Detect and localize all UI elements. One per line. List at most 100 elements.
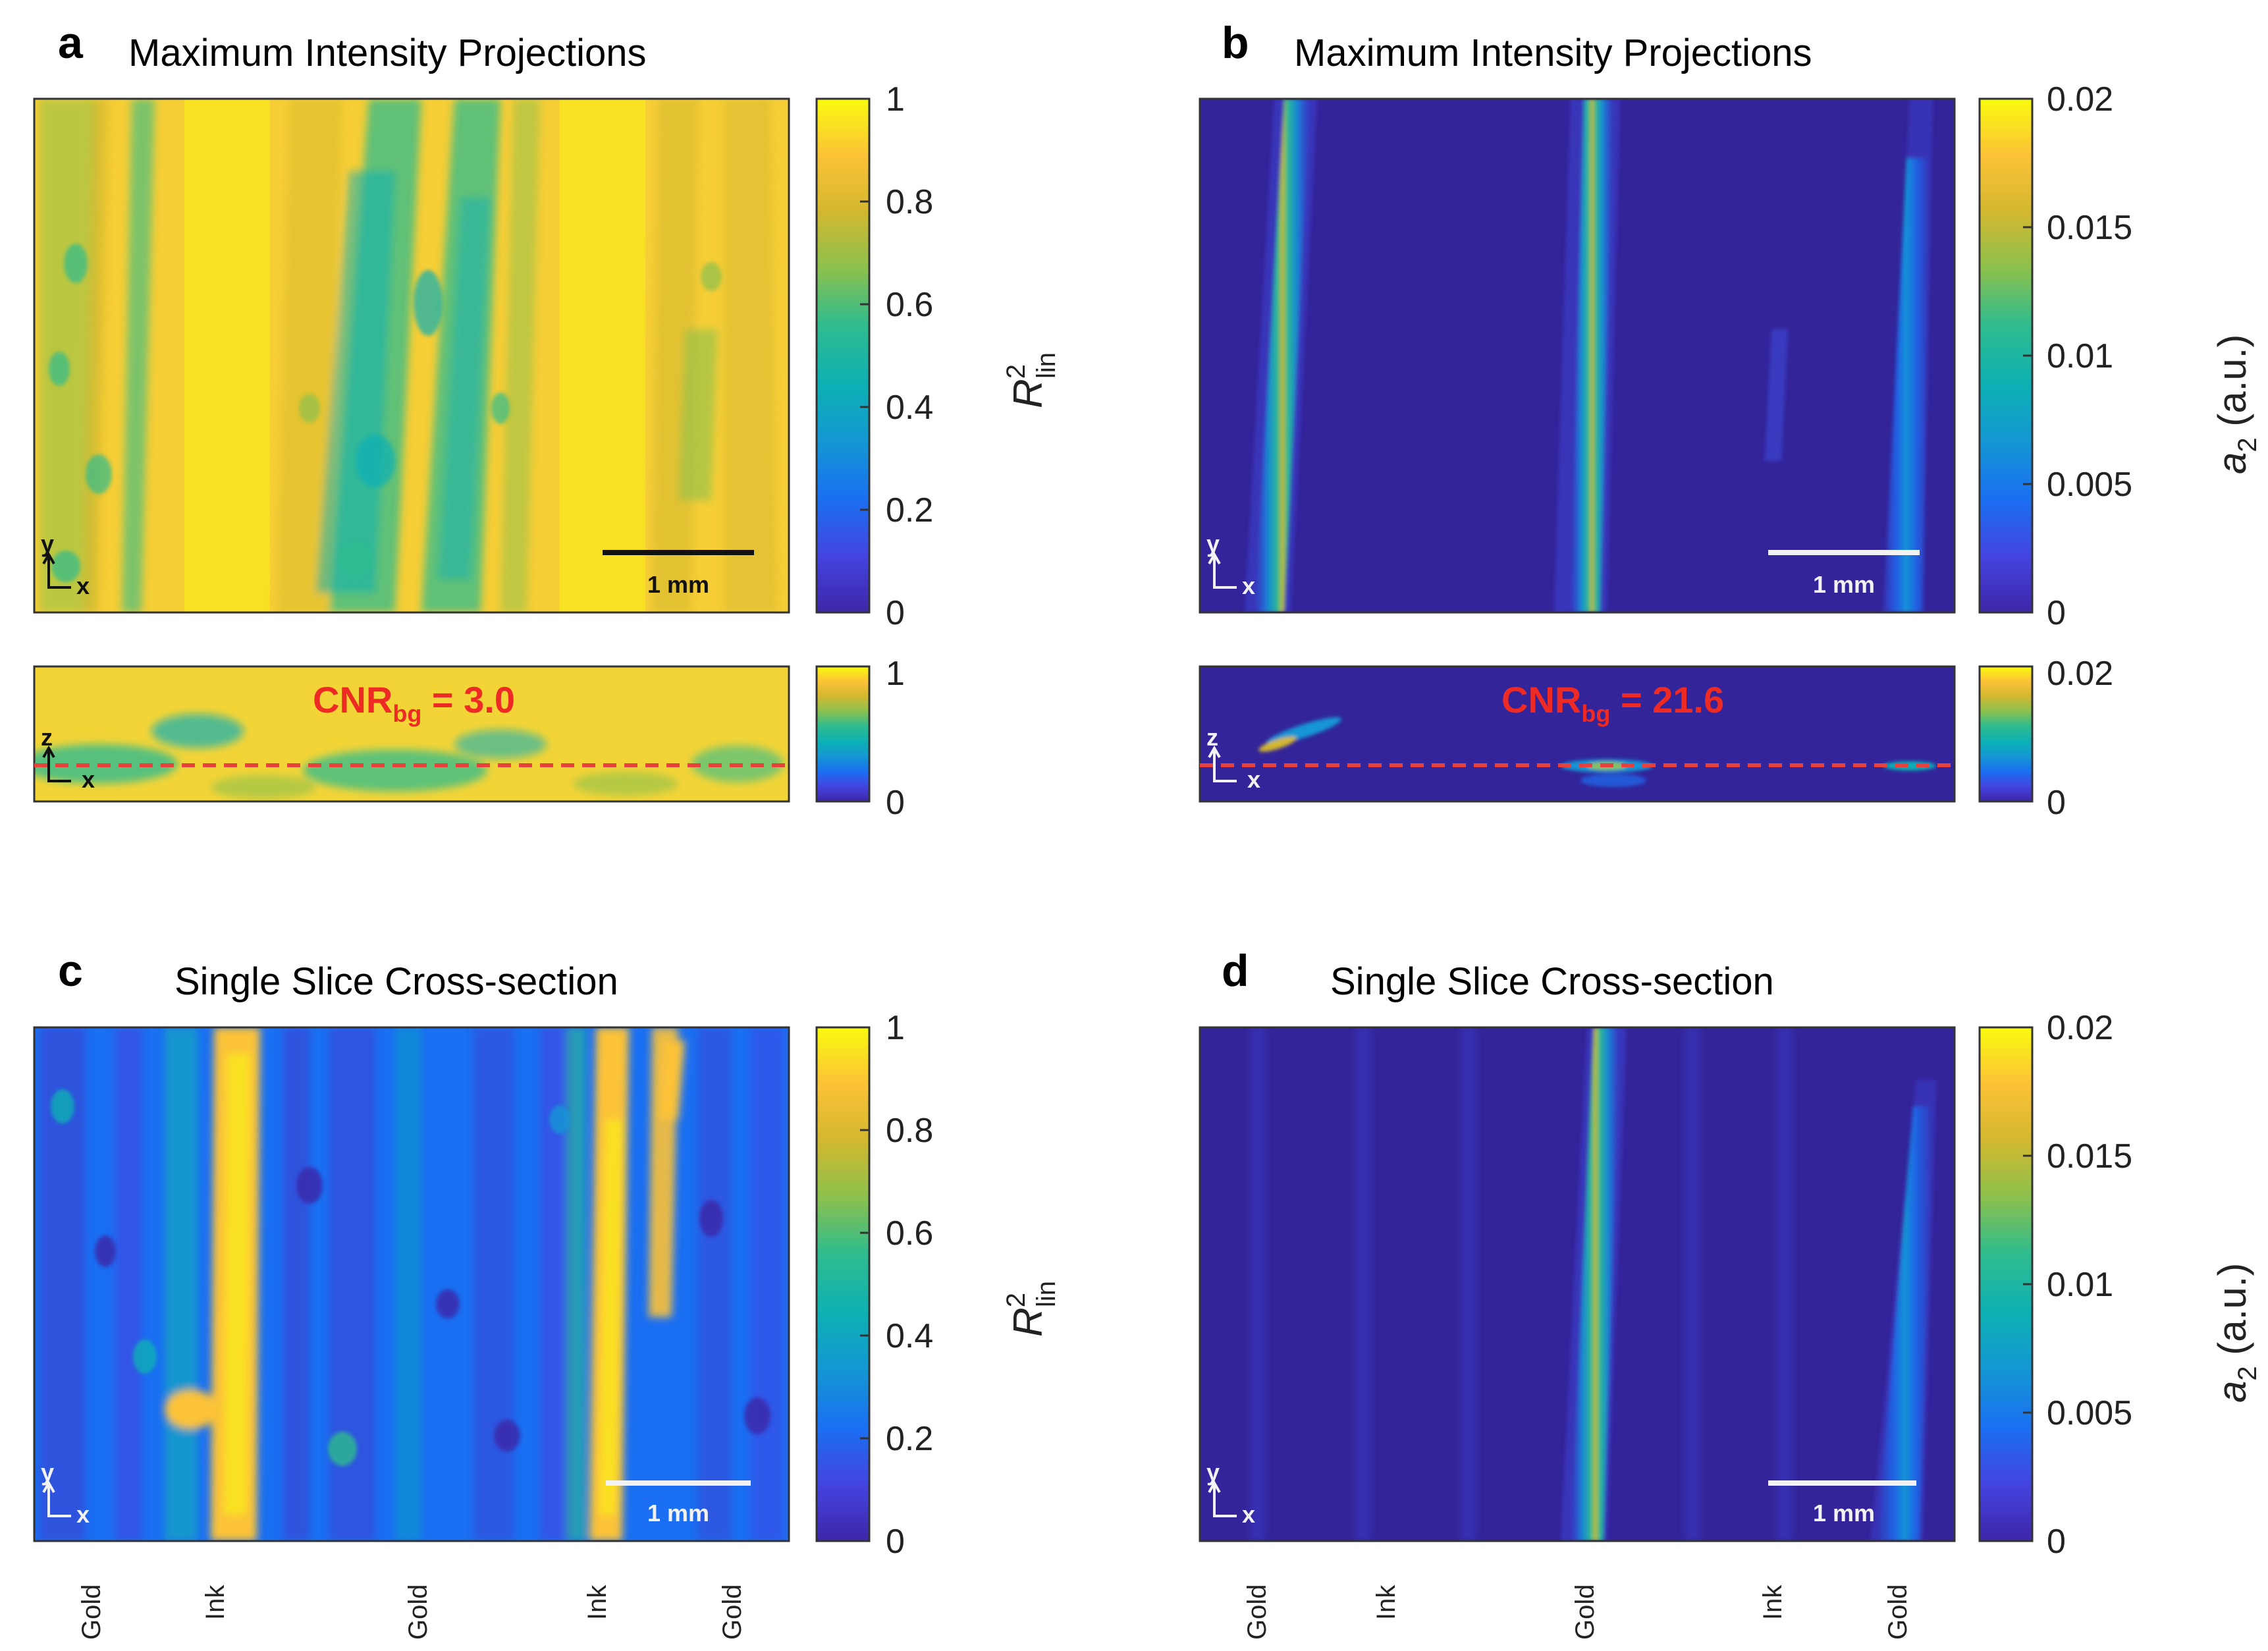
panel-d-colorbar-ticks: 0.02 0.015 0.01 0.005 0 bbox=[2047, 1009, 2132, 1561]
svg-text:0.02: 0.02 bbox=[2047, 80, 2113, 119]
svg-text:y: y bbox=[41, 1459, 54, 1486]
svg-text:x: x bbox=[76, 572, 90, 599]
panel-a-colorbar bbox=[815, 97, 871, 614]
panel-a-colorbar-ticks: 1 0.8 0.6 0.4 0.2 0 bbox=[886, 80, 933, 632]
svg-text:y: y bbox=[1206, 1459, 1220, 1486]
panel-a-xz-tick-top: 1 bbox=[886, 655, 905, 693]
panel-a-xz-axis-indicator: z x bbox=[41, 724, 95, 793]
svg-text:x: x bbox=[76, 1501, 90, 1528]
label-gold: Gold bbox=[718, 1584, 747, 1640]
panel-b-frame bbox=[1199, 97, 1956, 614]
svg-text:0.015: 0.015 bbox=[2047, 209, 2132, 247]
label-gold: Gold bbox=[1571, 1584, 1600, 1640]
panel-c-image bbox=[34, 1027, 789, 1541]
panel-b-colorbar-ticks-lines bbox=[2023, 226, 2032, 485]
panel-b-colorbar-ticks: 0.02 0.015 0.01 0.005 0 bbox=[2047, 80, 2132, 632]
svg-text:x: x bbox=[1242, 1501, 1255, 1528]
svg-text:z: z bbox=[41, 724, 53, 751]
panel-b-xz-tick-bottom: 0 bbox=[2047, 784, 2066, 822]
panel-d-image bbox=[1200, 1027, 1955, 1541]
panel-c-letter: c bbox=[58, 946, 83, 996]
panel-c-colorbar bbox=[815, 1026, 871, 1542]
svg-text:0.8: 0.8 bbox=[886, 1112, 933, 1150]
panel-d-title: Single Slice Cross-section bbox=[1330, 960, 1774, 1003]
panel-b-xz-axis-indicator: z x bbox=[1206, 724, 1260, 793]
svg-text:0.02: 0.02 bbox=[2047, 1009, 2113, 1047]
panel-a-scale-label: 1 mm bbox=[647, 571, 709, 598]
panel-c-title: Single Slice Cross-section bbox=[175, 960, 618, 1003]
panel-a-title: Maximum Intensity Projections bbox=[128, 32, 646, 74]
panel-a-axis-indicator: y x bbox=[41, 530, 90, 599]
panel-d-scale-label: 1 mm bbox=[1813, 1500, 1875, 1527]
panel-b-title: Maximum Intensity Projections bbox=[1294, 32, 1812, 74]
panel-d-letter: d bbox=[1222, 946, 1249, 996]
svg-text:0.005: 0.005 bbox=[2047, 1394, 2132, 1432]
panel-a-colorbar-label: R2lin bbox=[1002, 352, 1061, 408]
svg-text:0: 0 bbox=[886, 594, 905, 632]
svg-text:0.4: 0.4 bbox=[886, 1317, 933, 1355]
svg-text:1: 1 bbox=[886, 80, 905, 119]
panel-d: d Single Slice Cross-section 1 mm bbox=[1199, 946, 2262, 1640]
panel-b-xz-tick-top: 0.02 bbox=[2047, 655, 2113, 693]
panel-c-scale-label: 1 mm bbox=[647, 1500, 709, 1527]
svg-text:x: x bbox=[1242, 572, 1255, 599]
panel-c-scale-bar: 1 mm bbox=[606, 1480, 751, 1527]
panel-d-frame bbox=[1199, 1026, 1956, 1542]
panel-d-scale-bar: 1 mm bbox=[1768, 1480, 1916, 1527]
svg-text:0.6: 0.6 bbox=[886, 1214, 933, 1253]
svg-text:y: y bbox=[1206, 530, 1220, 557]
panel-a-frame bbox=[33, 97, 790, 614]
panel-c: c Single Slice Cross-section bbox=[33, 946, 1061, 1640]
panel-c-colorbar-ticks-lines bbox=[860, 1129, 869, 1440]
panel-d-colorbar-ticks-lines bbox=[2023, 1154, 2032, 1414]
svg-text:0.005: 0.005 bbox=[2047, 466, 2132, 504]
svg-text:0: 0 bbox=[886, 1523, 905, 1561]
panel-c-colorbar-ticks: 1 0.8 0.6 0.4 0.2 0 bbox=[886, 1009, 933, 1561]
panel-d-colorbar-label: a2 (a.u.) bbox=[2210, 1263, 2262, 1403]
panel-b-letter: b bbox=[1222, 18, 1249, 68]
svg-text:x: x bbox=[82, 766, 95, 793]
panel-a-image bbox=[34, 99, 789, 612]
panel-a-cnr: CNRbg = 3.0 bbox=[313, 679, 515, 727]
panel-b-xz-image bbox=[1200, 666, 1955, 801]
panel-a-xz-image bbox=[34, 666, 789, 801]
panel-b-xz-frame bbox=[1199, 665, 1956, 803]
panel-b-colorbar-label: a2 (a.u.) bbox=[2210, 335, 2262, 474]
svg-text:0.6: 0.6 bbox=[886, 286, 933, 324]
svg-text:0: 0 bbox=[2047, 594, 2066, 632]
label-ink: Ink bbox=[1758, 1584, 1787, 1620]
panel-b-scale-bar: 1 mm bbox=[1768, 550, 1920, 598]
label-ink: Ink bbox=[1372, 1584, 1401, 1620]
panel-d-bottom-labels: Gold Ink Gold Ink Gold bbox=[1243, 1584, 1912, 1640]
label-gold: Gold bbox=[77, 1584, 106, 1640]
panel-d-axis-indicator: y x bbox=[1206, 1459, 1255, 1528]
panel-b-cnr: CNRbg = 21.6 bbox=[1501, 679, 1724, 727]
panel-a-letter: a bbox=[58, 18, 84, 68]
label-gold: Gold bbox=[1883, 1584, 1912, 1640]
svg-text:0: 0 bbox=[2047, 1523, 2066, 1561]
panel-a-xz-tick-bottom: 0 bbox=[886, 784, 905, 822]
label-ink: Ink bbox=[201, 1584, 230, 1620]
label-gold: Gold bbox=[1243, 1584, 1272, 1640]
panel-c-bottom-labels: Gold Ink Gold Ink Gold bbox=[77, 1584, 747, 1640]
svg-text:0.2: 0.2 bbox=[886, 1420, 933, 1458]
panel-a: a Maximum Intensity Projections bbox=[33, 18, 1061, 822]
svg-text:0.4: 0.4 bbox=[886, 389, 933, 427]
panel-b-image bbox=[1200, 99, 1955, 612]
svg-text:z: z bbox=[1206, 724, 1218, 751]
panel-a-colorbar-ticks-lines bbox=[860, 200, 869, 511]
panel-a-xz-frame bbox=[33, 665, 790, 803]
panel-c-frame bbox=[33, 1026, 790, 1542]
panel-b: b Maximum Intensity Projections 1 mm y x bbox=[1199, 18, 2262, 822]
svg-text:0.01: 0.01 bbox=[2047, 337, 2113, 375]
svg-text:0.8: 0.8 bbox=[886, 183, 933, 221]
label-ink: Ink bbox=[583, 1584, 612, 1620]
svg-text:0.2: 0.2 bbox=[886, 491, 933, 529]
svg-text:0.015: 0.015 bbox=[2047, 1137, 2132, 1176]
panel-b-axis-indicator: y x bbox=[1206, 530, 1255, 599]
panel-b-scale-label: 1 mm bbox=[1813, 571, 1875, 598]
svg-text:x: x bbox=[1247, 766, 1260, 793]
panel-a-scale-bar: 1 mm bbox=[603, 550, 754, 598]
panel-a-xz-colorbar bbox=[815, 665, 871, 803]
